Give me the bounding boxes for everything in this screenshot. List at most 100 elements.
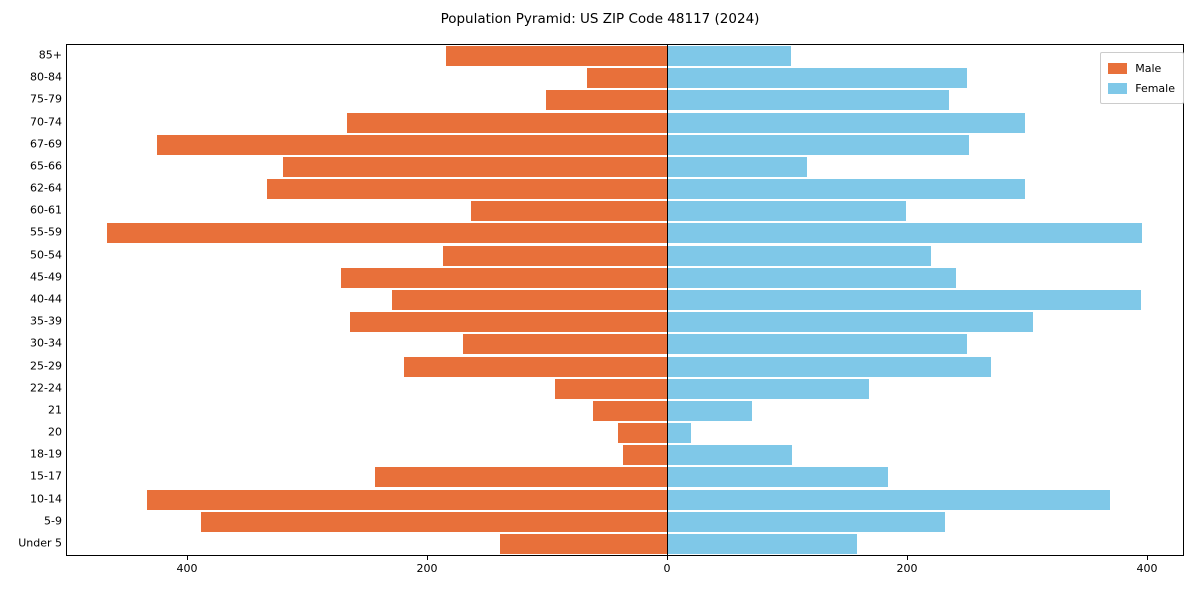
- plot-axes: [66, 44, 1184, 556]
- legend-swatch-icon: [1108, 82, 1128, 94]
- y-axis-tick-label: 20: [48, 425, 62, 439]
- bar-male: [106, 223, 667, 244]
- bar-male: [586, 68, 667, 89]
- y-axis-tick-label: 50-54: [30, 248, 62, 262]
- bar-female: [667, 134, 970, 155]
- y-axis-tick-label: 65-66: [30, 159, 62, 173]
- bar-female: [667, 533, 857, 554]
- legend-entry[interactable]: Male: [1108, 58, 1175, 78]
- bar-row: [67, 511, 1183, 532]
- chart-legend[interactable]: Male Female: [1100, 52, 1184, 104]
- bar-male: [157, 134, 667, 155]
- bar-female: [667, 445, 792, 466]
- legend-label: Male: [1135, 61, 1162, 75]
- bar-female: [667, 334, 967, 355]
- bar-female: [667, 201, 906, 222]
- bar-female: [667, 245, 931, 266]
- bar-male: [471, 201, 667, 222]
- bar-female: [667, 489, 1110, 510]
- zero-axis-line: [667, 45, 668, 555]
- bar-row: [67, 334, 1183, 355]
- y-axis-tick-label: 67-69: [30, 137, 62, 151]
- bar-male: [617, 423, 667, 444]
- x-axis-tick-label: 400: [1136, 562, 1158, 575]
- x-axis-tick-label: 200: [896, 562, 918, 575]
- bar-female: [667, 68, 967, 89]
- bar-row: [67, 467, 1183, 488]
- y-axis-tick-label: 5-9: [44, 514, 62, 528]
- bar-row: [67, 400, 1183, 421]
- bar-male: [346, 112, 667, 133]
- x-axis-tick-marks: [66, 556, 1184, 561]
- bar-row: [67, 267, 1183, 288]
- bar-male: [201, 511, 667, 532]
- x-axis-tick-label: 200: [416, 562, 438, 575]
- x-axis-tick-mark: [1147, 556, 1148, 560]
- y-axis-tick-label: Under 5: [18, 536, 62, 550]
- bar-female: [667, 511, 946, 532]
- bar-female: [667, 156, 808, 177]
- bar-female: [667, 223, 1143, 244]
- bar-female: [667, 267, 957, 288]
- y-axis-tick-label: 40-44: [30, 292, 62, 306]
- bar-male: [350, 312, 667, 333]
- y-axis-tick-label: 22-24: [30, 381, 62, 395]
- bar-female: [667, 290, 1141, 310]
- y-axis-tick-label: 21: [48, 403, 62, 417]
- y-axis-tick-label: 35-39: [30, 314, 62, 328]
- bar-female: [667, 356, 991, 377]
- bar-male: [267, 179, 667, 200]
- y-axis-tick-label: 30-34: [30, 336, 62, 350]
- legend-label: Female: [1135, 81, 1175, 95]
- bar-female: [667, 378, 869, 399]
- legend-entry[interactable]: Female: [1108, 78, 1175, 98]
- bar-male: [147, 489, 667, 510]
- bar-row: [67, 290, 1183, 310]
- y-axis-tick-label: 10-14: [30, 492, 62, 506]
- bar-row: [67, 378, 1183, 399]
- x-axis-tick-mark: [187, 556, 188, 560]
- bar-male: [283, 156, 667, 177]
- page-title: Population Pyramid: US ZIP Code 48117 (2…: [440, 11, 760, 27]
- bar-row: [67, 356, 1183, 377]
- bar-male: [392, 290, 667, 310]
- bar-row: [67, 134, 1183, 155]
- y-axis-tick-label: 45-49: [30, 270, 62, 284]
- bar-row: [67, 68, 1183, 89]
- y-axis-tick-label: 75-79: [30, 92, 62, 106]
- legend-swatch-icon: [1108, 62, 1128, 74]
- bar-row: [67, 46, 1183, 67]
- bar-female: [667, 423, 691, 444]
- bar-row: [67, 445, 1183, 466]
- y-axis-tick-label: 25-29: [30, 359, 62, 373]
- bar-male: [622, 445, 667, 466]
- y-axis-tick-label: 80-84: [30, 70, 62, 84]
- x-axis-tick-label: 0: [663, 562, 671, 575]
- y-axis-tick-label: 62-64: [30, 181, 62, 195]
- bar-row: [67, 112, 1183, 133]
- bar-male: [340, 267, 667, 288]
- bar-male: [442, 245, 667, 266]
- bar-female: [667, 179, 1025, 200]
- x-axis-tick-mark: [667, 556, 668, 560]
- bar-row: [67, 489, 1183, 510]
- x-axis-tick-labels: 400 200 0 200 400: [66, 562, 1184, 580]
- bar-male: [463, 334, 667, 355]
- x-axis-tick-mark: [427, 556, 428, 560]
- bar-row: [67, 423, 1183, 444]
- bar-male: [375, 467, 667, 488]
- y-axis-tick-label: 55-59: [30, 225, 62, 239]
- bar-male: [555, 378, 667, 399]
- bar-row: [67, 201, 1183, 222]
- y-axis-tick-label: 15-17: [30, 469, 62, 483]
- plot-area: [67, 45, 1183, 555]
- bar-female: [667, 90, 949, 111]
- bar-male: [500, 533, 667, 554]
- bar-female: [667, 467, 888, 488]
- bar-male: [592, 400, 667, 421]
- y-axis-tick-label: 18-19: [30, 447, 62, 461]
- bar-female: [667, 312, 1033, 333]
- y-axis-tick-label: 85+: [38, 48, 62, 62]
- bar-female: [667, 46, 791, 67]
